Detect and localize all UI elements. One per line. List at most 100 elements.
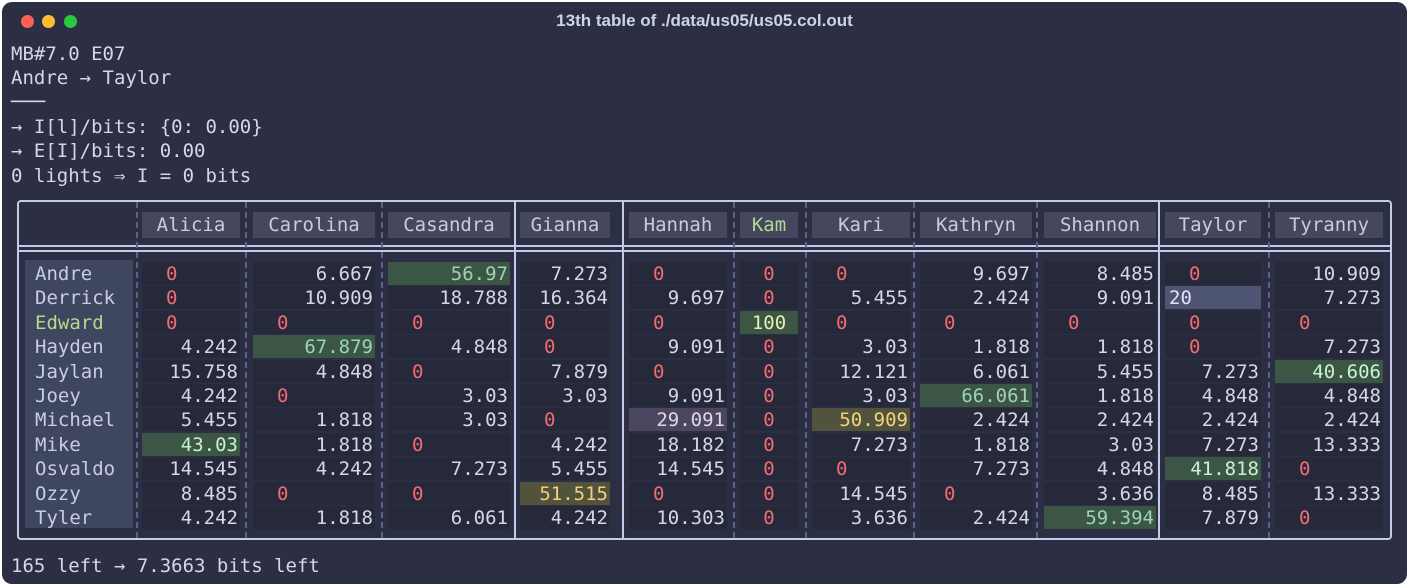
table-cell: 1.818 xyxy=(253,433,375,456)
title-bar: 13th table of ./data/us05/us05.col.out xyxy=(2,2,1407,40)
table-cell: 7.273 xyxy=(388,457,510,480)
table-cell: 4.242 xyxy=(142,335,240,358)
table-cell: 4.848 xyxy=(1275,384,1383,407)
footer-status: 165 left → 7.3663 bits left xyxy=(11,555,320,577)
table-cell: 3.03 xyxy=(388,384,510,407)
table-cell: 67.879 xyxy=(253,335,375,358)
column-header-gianna: Gianna xyxy=(520,212,610,238)
table-cell: 0 xyxy=(812,311,910,334)
table-cell: 14.545 xyxy=(142,457,240,480)
table-cell: 8.485 xyxy=(1044,262,1156,285)
table-cell: 0 xyxy=(388,311,510,334)
table-cell: 7.273 xyxy=(1275,286,1383,309)
table-cell: 7.273 xyxy=(812,433,910,456)
table-cell: 59.394 xyxy=(1044,506,1156,529)
table-cell: 20 xyxy=(1165,286,1261,309)
table-cell: 4.242 xyxy=(142,384,240,407)
table-cell: 1.818 xyxy=(253,506,375,529)
table-cell: 7.273 xyxy=(520,262,610,285)
table-cell: 0 xyxy=(629,311,727,334)
table-cell: 51.515 xyxy=(520,482,610,505)
table-cell: 0 xyxy=(812,457,910,480)
table-cell: 1.818 xyxy=(253,408,375,431)
column-header-shannon: Shannon xyxy=(1044,212,1156,238)
table-cell: 0 xyxy=(740,433,798,456)
table-cell: 1.818 xyxy=(1044,335,1156,358)
table-cell: 40.606 xyxy=(1275,360,1383,383)
row-label-tyler: Tyler xyxy=(35,507,93,529)
row-label-panel xyxy=(25,260,133,528)
table-cell: 2.424 xyxy=(920,408,1032,431)
table-cell: 9.091 xyxy=(629,335,727,358)
table-cell: 3.03 xyxy=(812,384,910,407)
table-cell: 0 xyxy=(740,457,798,480)
table-cell: 5.455 xyxy=(142,408,240,431)
column-divider xyxy=(136,202,138,538)
table-cell: 0 xyxy=(740,384,798,407)
table-cell: 0 xyxy=(740,286,798,309)
column-header-casandra: Casandra xyxy=(388,212,510,238)
row-label-ozzy: Ozzy xyxy=(35,483,81,505)
table-cell: 0 xyxy=(520,311,610,334)
table-cell: 3.636 xyxy=(1044,482,1156,505)
column-header-kathryn: Kathryn xyxy=(920,212,1032,238)
close-window-icon[interactable] xyxy=(21,15,34,28)
minimize-window-icon[interactable] xyxy=(42,15,55,28)
table-cell: 0 xyxy=(388,433,510,456)
column-divider xyxy=(913,202,915,538)
table-cell: 41.818 xyxy=(1165,457,1261,480)
table-cell: 1.818 xyxy=(1044,384,1156,407)
table-cell: 18.788 xyxy=(388,286,510,309)
table-cell: 14.545 xyxy=(812,482,910,505)
row-label-edward: Edward xyxy=(35,312,104,334)
table-cell: 0 xyxy=(740,335,798,358)
table-cell: 15.758 xyxy=(142,360,240,383)
table-cell: 0 xyxy=(1044,311,1156,334)
zoom-window-icon[interactable] xyxy=(64,15,77,28)
table-cell: 0 xyxy=(920,311,1032,334)
table-cell: 0 xyxy=(1275,457,1383,480)
column-header-tyranny: Tyranny xyxy=(1275,212,1383,238)
table-cell: 43.03 xyxy=(142,433,240,456)
column-header-taylor: Taylor xyxy=(1165,212,1261,238)
table-cell: 18.182 xyxy=(629,433,727,456)
table-cell: 7.879 xyxy=(520,360,610,383)
table-cell: 8.485 xyxy=(142,482,240,505)
table-cell: 0 xyxy=(629,482,727,505)
table-cell: 7.273 xyxy=(1165,433,1261,456)
table-cell: 1.818 xyxy=(920,433,1032,456)
table-cell: 12.121 xyxy=(812,360,910,383)
table-cell: 0 xyxy=(629,360,727,383)
table-cell: 2.424 xyxy=(1165,408,1261,431)
column-divider xyxy=(1268,202,1270,538)
table-cell: 5.455 xyxy=(520,457,610,480)
row-label-hayden: Hayden xyxy=(35,336,104,358)
row-label-mike: Mike xyxy=(35,434,81,456)
column-header-hannah: Hannah xyxy=(629,212,727,238)
table-cell: 0 xyxy=(629,262,727,285)
table-cell: 4.848 xyxy=(1165,384,1261,407)
row-label-derrick: Derrick xyxy=(35,287,116,309)
table-cell: 4.242 xyxy=(520,506,610,529)
table-cell: 0 xyxy=(1275,506,1383,529)
row-label-michael: Michael xyxy=(35,409,116,431)
table-cell: 9.697 xyxy=(629,286,727,309)
table-cell: 10.909 xyxy=(253,286,375,309)
table-cell: 4.242 xyxy=(142,506,240,529)
table-cell: 1.818 xyxy=(920,335,1032,358)
table-cell: 0 xyxy=(142,262,240,285)
table-cell: 13.333 xyxy=(1275,433,1383,456)
table-cell: 5.455 xyxy=(812,286,910,309)
table-cell: 0 xyxy=(253,384,375,407)
table-cell: 3.636 xyxy=(812,506,910,529)
table-cell: 3.03 xyxy=(812,335,910,358)
table-cell: 4.242 xyxy=(253,457,375,480)
table-cell: 56.97 xyxy=(388,262,510,285)
table-cell: 10.909 xyxy=(1275,262,1383,285)
table-cell: 0 xyxy=(1165,335,1261,358)
info-line-5: → E[I]/bits: 0.00 xyxy=(11,140,206,162)
info-line-1: MB#7.0 E07 xyxy=(11,43,126,65)
probability-table xyxy=(17,200,1392,540)
table-cell: 8.485 xyxy=(1165,482,1261,505)
column-divider xyxy=(733,202,735,538)
